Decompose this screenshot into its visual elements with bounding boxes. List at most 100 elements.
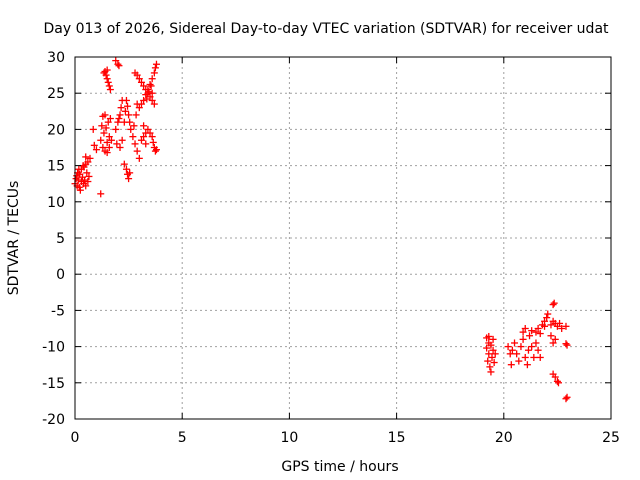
data-point: [506, 350, 514, 358]
data-point: [152, 60, 160, 68]
data-point: [74, 176, 82, 184]
data-point: [103, 75, 111, 83]
data-point: [117, 104, 125, 112]
data-point: [544, 310, 552, 318]
data-point: [122, 165, 130, 173]
data-point: [130, 122, 138, 130]
data-point: [558, 325, 566, 332]
data-point: [131, 140, 139, 148]
data-point: [532, 339, 540, 347]
data-point: [106, 86, 114, 94]
data-point: [103, 138, 111, 146]
x-tick-labels: 0 5 10 15 20 25: [71, 430, 620, 446]
data-point: [504, 343, 512, 351]
x-tick-label: 5: [178, 430, 187, 446]
data-point: [84, 158, 92, 166]
data-point: [507, 361, 515, 369]
data-point: [543, 314, 551, 322]
data-point: [515, 357, 523, 365]
data-point: [485, 332, 493, 340]
data-point: [487, 341, 495, 349]
x-tick-label: 10: [280, 430, 298, 446]
data-point: [145, 88, 153, 96]
data-point: [125, 111, 133, 119]
data-point: [549, 301, 557, 309]
data-point: [562, 395, 570, 403]
y-tick-label: -20: [42, 412, 65, 428]
y-tick-label: -15: [42, 376, 65, 392]
data-point: [524, 346, 532, 354]
data-point: [107, 136, 115, 144]
data-point: [513, 350, 521, 358]
data-point: [151, 147, 159, 155]
data-point: [126, 118, 134, 126]
data-point: [489, 346, 497, 354]
data-point: [528, 327, 536, 335]
data-point: [90, 141, 98, 149]
data-point: [532, 328, 540, 336]
y-axis-title: SDTVAR / TECUs: [6, 181, 22, 296]
y-tick-label: 15: [47, 159, 65, 175]
data-point: [536, 330, 544, 338]
data-point: [116, 144, 124, 151]
data-point: [137, 78, 145, 86]
data-point: [485, 350, 493, 358]
data-point: [105, 144, 113, 151]
data-point: [151, 64, 159, 72]
data-point: [486, 363, 494, 371]
data-point: [126, 169, 134, 177]
data-point: [484, 357, 492, 365]
data-point: [550, 299, 558, 307]
data-point: [549, 339, 557, 347]
data-point: [129, 133, 137, 141]
data-point: [82, 182, 90, 190]
axis-ticks: [74, 56, 612, 420]
data-point: [562, 340, 570, 348]
data-point: [149, 138, 157, 146]
data-point: [547, 332, 555, 340]
data-point: [534, 346, 542, 354]
data-point: [511, 339, 519, 347]
data-point: [556, 319, 564, 327]
data-point: [140, 122, 148, 130]
data-point: [563, 341, 571, 349]
data-point: [124, 102, 132, 110]
data-point: [120, 160, 128, 168]
data-point: [489, 335, 497, 343]
data-point: [84, 178, 92, 186]
data-point: [75, 165, 83, 173]
data-point: [483, 344, 491, 352]
data-point: [508, 346, 516, 354]
data-point: [97, 190, 105, 198]
data-point: [99, 144, 107, 151]
data-point: [146, 81, 154, 89]
data-point: [519, 328, 527, 336]
data-point: [147, 82, 155, 90]
y-tick-label: 0: [56, 267, 65, 283]
data-point: [148, 133, 156, 141]
data-point: [133, 71, 141, 79]
data-point: [104, 118, 112, 126]
data-point: [143, 95, 151, 103]
data-point: [547, 321, 555, 329]
data-point: [114, 118, 122, 126]
data-point: [135, 75, 143, 83]
data-point: [118, 136, 126, 144]
data-point: [101, 111, 109, 119]
x-tick-label: 25: [602, 430, 620, 446]
x-tick-label: 15: [388, 430, 406, 446]
data-point: [551, 373, 559, 381]
data-point: [104, 78, 112, 86]
data-point: [551, 335, 559, 343]
data-point: [487, 368, 495, 376]
y-tick-label: -5: [51, 303, 65, 319]
data-point: [534, 325, 542, 332]
chart-title: Day 013 of 2026, Sidereal Day-to-day VTE…: [43, 21, 609, 37]
y-tick-labels: 30 25 20 15 10 5 0 -5 -10 -15 -20: [42, 50, 65, 428]
data-point: [140, 133, 148, 141]
data-point: [554, 379, 562, 387]
data-point: [526, 332, 534, 340]
data-point: [105, 82, 113, 90]
